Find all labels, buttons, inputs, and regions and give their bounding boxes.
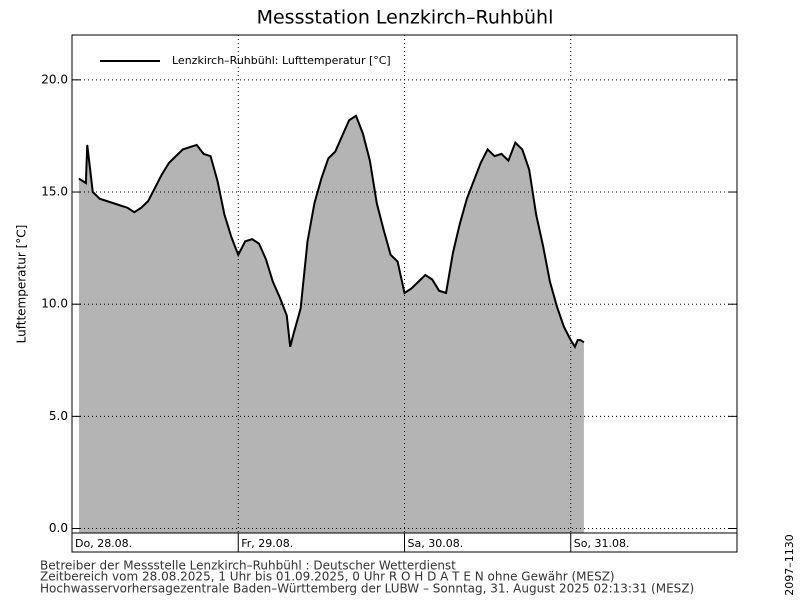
line <box>78 114 585 350</box>
x-tick-label: So, 31.08. <box>574 537 630 550</box>
legend-label: Lenzkirch–Ruhbühl: Lufttemperatur [°C] <box>172 54 391 67</box>
y-tick-label: 10.0 <box>41 297 68 311</box>
x-tick-label: Sa, 30.08. <box>408 537 464 550</box>
y-tick-label: 5.0 <box>49 409 68 423</box>
area <box>78 115 584 533</box>
x-tick-label: Fr, 29.08. <box>241 537 293 550</box>
footer-line: Zeitbereich vom 28.08.2025, 1 Uhr bis 01… <box>40 570 615 584</box>
x-tick-label: Do, 28.08. <box>75 537 132 550</box>
footer-line: Hochwasservorhersagezentrale Baden–Württ… <box>40 582 694 596</box>
footer-line: Betreiber der Messstelle Lenzkirch–Ruhbü… <box>40 559 456 573</box>
y-tick-label: 15.0 <box>41 185 68 199</box>
chart-title: Messstation Lenzkirch–Ruhbühl <box>257 7 554 29</box>
y-axis-label: Lufttemperatur [°C] <box>15 225 29 344</box>
y-tick-label: 20.0 <box>41 72 68 86</box>
y-tick-label: 0.0 <box>49 521 68 535</box>
plot-frame <box>71 34 738 553</box>
side-label: 2097–1130 <box>783 534 796 596</box>
